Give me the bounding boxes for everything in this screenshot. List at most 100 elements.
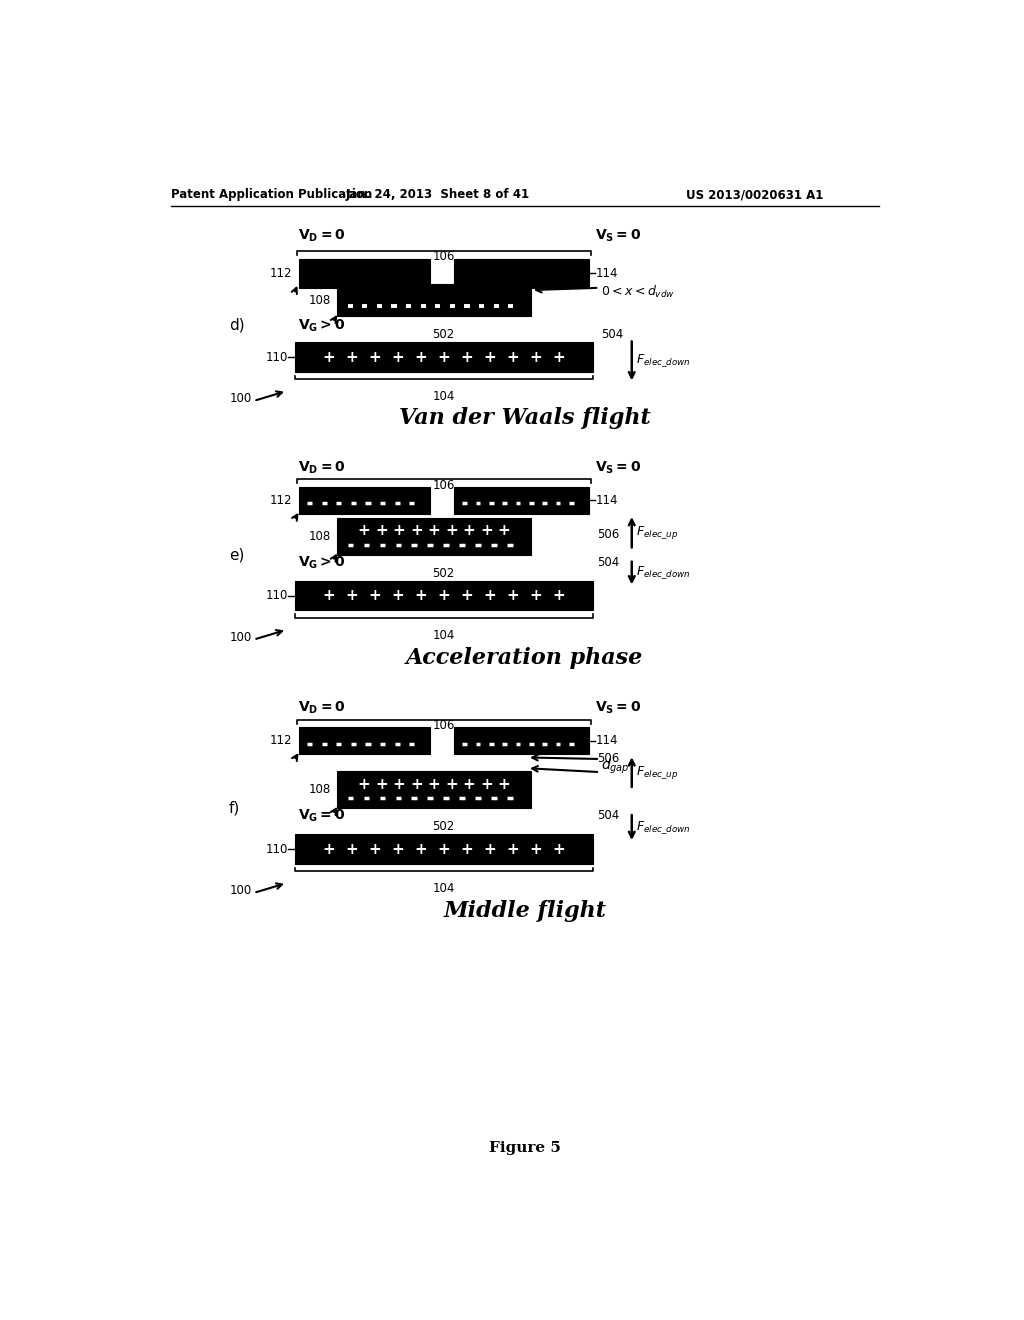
Text: 502: 502 [432,820,455,833]
Text: 114: 114 [595,494,617,507]
Text: +: + [480,776,493,792]
Text: +: + [437,589,451,603]
Text: +: + [437,350,451,364]
Text: +: + [393,776,406,792]
Text: +: + [445,776,458,792]
Text: 106: 106 [432,249,455,263]
Text: Van der Waals flight: Van der Waals flight [399,407,650,429]
Text: +: + [529,589,542,603]
Text: +: + [346,842,358,857]
Text: +: + [428,524,440,539]
Text: $d_{gap}$: $d_{gap}$ [601,758,630,776]
Text: 100: 100 [229,392,252,405]
Text: +: + [461,350,473,364]
Text: +: + [483,842,496,857]
Text: $F_{elec\_down}$: $F_{elec\_down}$ [636,565,691,581]
Text: 110: 110 [266,351,289,363]
Text: 100: 100 [229,884,252,898]
Text: +: + [357,776,371,792]
Text: $\mathbf{V_D=0}$: $\mathbf{V_D=0}$ [299,700,346,717]
Bar [299,487,430,515]
Text: 104: 104 [432,628,455,642]
Text: +: + [415,350,427,364]
Text: 106: 106 [432,719,455,733]
Text: +: + [445,524,458,539]
Text: +: + [411,776,423,792]
Bar [337,771,531,808]
Text: 108: 108 [309,783,331,796]
Text: e): e) [228,548,244,562]
Text: +: + [461,589,473,603]
Text: 506: 506 [597,528,620,541]
Text: +: + [411,524,423,539]
Text: $\mathbf{V_G>0}$: $\mathbf{V_G>0}$ [299,554,346,570]
Text: $F_{elec\_down}$: $F_{elec\_down}$ [636,352,691,370]
Text: 502: 502 [432,329,455,342]
Text: 100: 100 [229,631,252,644]
Text: 114: 114 [595,734,617,747]
Text: +: + [369,350,381,364]
Text: 504: 504 [597,809,620,822]
Text: +: + [391,842,404,857]
Text: f): f) [228,801,240,816]
Text: Jan. 24, 2013  Sheet 8 of 41: Jan. 24, 2013 Sheet 8 of 41 [346,187,530,201]
Text: +: + [369,589,381,603]
Text: 110: 110 [266,589,289,602]
Text: $F_{elec\_up}$: $F_{elec\_up}$ [636,763,679,780]
Text: +: + [463,776,475,792]
Text: $F_{elec\_down}$: $F_{elec\_down}$ [636,820,691,836]
Text: 112: 112 [269,494,292,507]
Text: $F_{elec\_up}$: $F_{elec\_up}$ [636,524,679,541]
Text: +: + [498,524,511,539]
Text: +: + [415,842,427,857]
Text: +: + [552,842,565,857]
Text: 104: 104 [432,882,455,895]
Text: US 2013/0020631 A1: US 2013/0020631 A1 [686,187,823,201]
Bar [299,727,430,755]
Text: +: + [461,842,473,857]
Text: d): d) [228,318,245,333]
Text: +: + [463,524,475,539]
Bar [454,259,589,288]
Text: +: + [552,350,565,364]
Bar [295,342,593,372]
Text: $\mathbf{V_G>0}$: $\mathbf{V_G>0}$ [299,317,346,334]
Text: $\mathbf{V_S=0}$: $\mathbf{V_S=0}$ [595,227,642,244]
Bar [295,834,593,863]
Text: +: + [483,350,496,364]
Bar [295,581,593,610]
Text: +: + [552,589,565,603]
Text: +: + [369,842,381,857]
Text: 504: 504 [597,556,620,569]
Text: +: + [415,589,427,603]
Text: +: + [391,589,404,603]
Bar [454,487,589,515]
Text: $\mathbf{V_D=0}$: $\mathbf{V_D=0}$ [299,459,346,477]
Text: +: + [346,589,358,603]
Text: $\mathbf{V_D=0}$: $\mathbf{V_D=0}$ [299,227,346,244]
Text: +: + [480,524,493,539]
Text: 106: 106 [432,479,455,492]
Text: +: + [498,776,511,792]
Text: $\mathbf{V_S=0}$: $\mathbf{V_S=0}$ [595,700,642,717]
Text: 114: 114 [595,267,617,280]
Text: +: + [506,350,519,364]
Text: +: + [483,589,496,603]
Text: 502: 502 [432,566,455,579]
Text: +: + [529,842,542,857]
Text: Patent Application Publication: Patent Application Publication [171,187,372,201]
Text: +: + [375,524,388,539]
Text: 506: 506 [597,751,620,764]
Text: $0<x<d_{vdw}$: $0<x<d_{vdw}$ [601,284,675,300]
Text: 110: 110 [266,842,289,855]
Text: +: + [391,350,404,364]
Text: +: + [393,524,406,539]
Text: +: + [437,842,451,857]
Text: +: + [375,776,388,792]
Text: $\mathbf{V_S=0}$: $\mathbf{V_S=0}$ [595,459,642,477]
Text: +: + [506,842,519,857]
Text: Middle flight: Middle flight [443,900,606,923]
Text: +: + [323,842,336,857]
Text: +: + [346,350,358,364]
Text: 504: 504 [601,329,623,342]
